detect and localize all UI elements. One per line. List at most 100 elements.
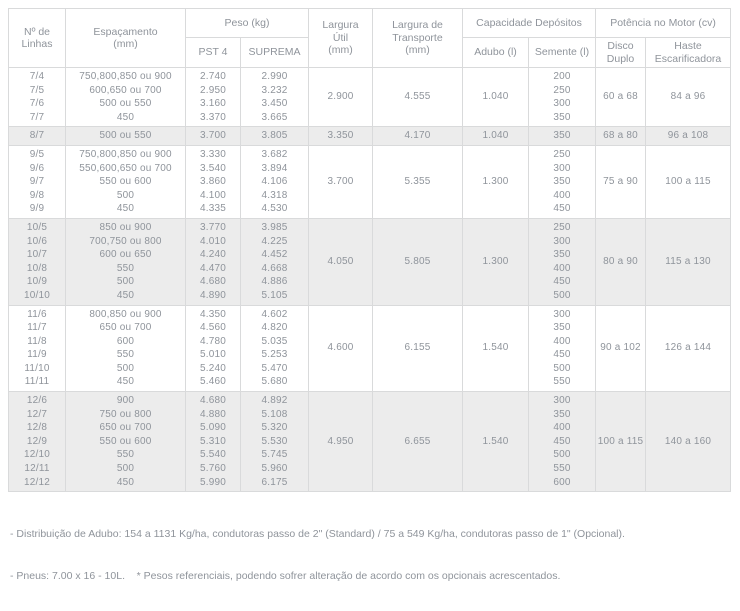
cell-line: 4.892 <box>261 395 288 407</box>
cell-line: 800,850 ou 900 <box>89 308 162 320</box>
cell-line: 250 <box>553 84 571 96</box>
footnote-pneus: - Pneus: 7.00 x 16 - 10L. * Pesos refere… <box>10 570 561 583</box>
cell-line: 11/8 <box>27 335 47 347</box>
cell-line: 5.310 <box>199 435 227 447</box>
cell-line: 3.770 <box>199 221 227 233</box>
cell-line: 12/12 <box>23 476 51 488</box>
cell-line: 96 a 108 <box>667 130 709 142</box>
cell-line: 4.560 <box>199 322 227 334</box>
cell-line: 550 <box>553 463 571 475</box>
cell-semente: 300 350 400 450 500 550 <box>528 304 596 393</box>
cell-line: 250 <box>553 148 571 160</box>
cell-line: 550 ou 600 <box>99 176 152 188</box>
cell-line: 4.335 <box>199 203 227 215</box>
cell-haste: 126 a 144 <box>644 304 732 393</box>
cell-suprema: 3.985 4.225 4.452 4.668 4.886 5.105 <box>240 217 309 306</box>
cell-line: 500 <box>116 189 135 201</box>
cell-linhas: 8/7 <box>8 126 66 146</box>
cell-line: 5.470 <box>261 362 288 374</box>
cell-line: 12/8 <box>26 422 48 434</box>
cell-line: 4.680 <box>199 276 227 288</box>
cell-semente: 250 300 350 400 450 500 <box>528 217 596 306</box>
cell-line: 550 <box>553 376 571 388</box>
cell-line: 7/7 <box>29 111 45 123</box>
cell-haste: 100 a 115 <box>644 144 732 219</box>
cell-line: 115 a 130 <box>665 255 711 267</box>
cell-disco-duplo: 100 a 115 <box>595 391 646 493</box>
cell-line: 100 a 115 <box>665 176 711 188</box>
cell-line: 450 <box>116 476 135 488</box>
cell-line: 68 a 80 <box>603 130 638 142</box>
cell-largura-transporte: 5.805 <box>372 217 463 306</box>
cell-line: 1.040 <box>482 130 509 142</box>
cell-line: 4.780 <box>199 335 227 347</box>
cell-line: 5.540 <box>199 449 227 461</box>
cell-line: 500 <box>553 362 571 374</box>
cell-line: 500 <box>116 362 135 374</box>
cell-line: 350 <box>553 176 571 188</box>
cell-line: 3.860 <box>199 176 227 188</box>
cell-line: 2.900 <box>327 91 354 103</box>
cell-line: 400 <box>553 422 571 434</box>
header-espacamento: Espaçamento (mm) <box>65 8 186 68</box>
cell-line: 400 <box>553 262 571 274</box>
cell-line: 450 <box>116 203 135 215</box>
cell-line: 450 <box>553 435 571 447</box>
cell-line: 4.452 <box>261 249 288 261</box>
header-pst4: PST 4 <box>185 37 241 68</box>
cell-line: 2.990 <box>261 71 288 82</box>
cell-espacamento: 800,850 ou 900 650 ou 700 600 550 500 450 <box>65 304 186 393</box>
cell-line: 4.100 <box>199 189 227 201</box>
cell-line: 140 a 160 <box>664 435 712 447</box>
cell-line: 600 <box>116 335 135 347</box>
cell-line: 500 <box>553 289 571 301</box>
cell-line: 9/5 <box>29 148 45 160</box>
cell-line: 2.950 <box>199 84 227 96</box>
cell-line: 650 ou 700 <box>99 322 152 334</box>
header-semente: Semente (l) <box>528 37 596 68</box>
cell-line: 5.355 <box>404 176 431 188</box>
cell-haste: 84 a 96 <box>644 66 732 128</box>
cell-line: 4.680 <box>199 395 227 407</box>
cell-adubo: 1.040 <box>462 66 529 128</box>
cell-line: 1.300 <box>482 255 509 267</box>
cell-line: 750,800,850 ou 900 <box>79 148 172 160</box>
cell-line: 12/7 <box>26 408 48 420</box>
cell-line: 5.960 <box>261 463 288 475</box>
cell-largura-transporte: 5.355 <box>372 144 463 219</box>
table-header: Nº de Linhas Espaçamento (mm) Peso (kg) … <box>8 8 732 68</box>
cell-line: 4.170 <box>404 130 431 142</box>
cell-line: 4.225 <box>261 235 288 247</box>
cell-line: 4.880 <box>199 408 227 420</box>
cell-pst4: 4.350 4.560 4.780 5.010 5.240 5.460 <box>185 304 241 393</box>
cell-line: 3.700 <box>199 130 227 142</box>
cell-line: 90 a 102 <box>600 342 641 354</box>
cell-line: 1.540 <box>482 342 509 354</box>
cell-line: 5.253 <box>261 349 288 361</box>
cell-line: 550 <box>116 262 135 274</box>
header-peso: Peso (kg) <box>185 8 309 38</box>
cell-largura-transporte: 6.155 <box>372 304 463 393</box>
cell-line: 550,600,650 ou 700 <box>79 162 172 174</box>
cell-semente: 200 250 300 350 <box>528 66 596 128</box>
cell-espacamento: 900 750 ou 800 650 ou 700 550 ou 600 550 500 4… <box>65 391 186 493</box>
cell-line: 650 ou 700 <box>99 422 152 434</box>
cell-pst4: 3.770 4.010 4.240 4.470 4.680 4.890 <box>185 217 241 306</box>
cell-haste: 140 a 160 <box>644 391 732 493</box>
cell-disco-duplo: 68 a 80 <box>595 126 646 146</box>
cell-suprema: 3.805 <box>240 126 309 146</box>
cell-line: 450 <box>553 203 571 215</box>
cell-line: 84 a 96 <box>670 91 706 103</box>
cell-line: 10/6 <box>26 235 48 247</box>
cell-line: 3.665 <box>261 111 288 123</box>
cell-line: 4.890 <box>199 289 227 301</box>
cell-line: 450 <box>553 349 571 361</box>
footnotes: - Distribuição de Adubo: 154 a 1131 Kg/h… <box>10 499 740 611</box>
cell-line: 4.010 <box>199 235 227 247</box>
cell-largura-transporte: 4.170 <box>372 126 463 146</box>
cell-disco-duplo: 75 a 90 <box>595 144 646 219</box>
cell-suprema: 4.602 4.820 5.035 5.253 5.470 5.680 <box>240 304 309 393</box>
cell-line: 11/6 <box>27 308 47 320</box>
cell-line: 300 <box>553 308 571 320</box>
cell-line: 5.090 <box>199 422 227 434</box>
